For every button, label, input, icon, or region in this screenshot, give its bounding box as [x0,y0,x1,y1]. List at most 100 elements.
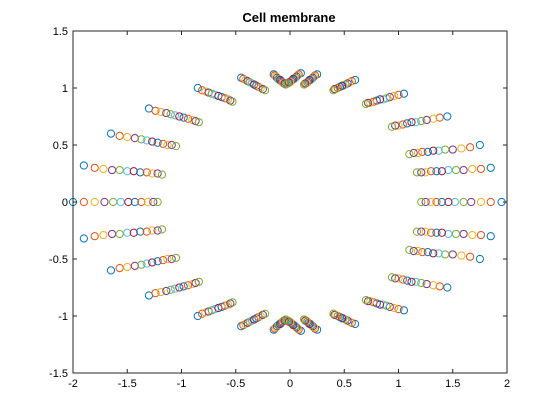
data-point [337,314,347,323]
data-point [100,197,109,207]
data-point [163,140,172,150]
data-point [335,82,345,91]
data-point [435,282,444,291]
data-point [247,79,257,88]
data-point [432,197,441,207]
data-point [468,230,477,240]
data-point [398,275,407,284]
data-point [79,234,88,243]
data-point [142,259,151,268]
data-point [345,78,354,87]
data-point [153,169,162,178]
data-point [347,77,356,86]
data-point [398,120,407,129]
data-point [79,161,88,170]
data-point [399,306,409,315]
data-point [247,316,257,325]
data-point [157,170,167,179]
y-tick-label: 1 [62,83,68,95]
data-point [260,309,270,318]
data-point [193,311,202,321]
data-point [115,264,124,273]
data-point [228,97,237,106]
data-point [347,318,356,327]
data-point [281,315,290,324]
y-tick-label: 0.5 [53,140,68,152]
data-point [156,107,165,117]
data-point [435,113,444,122]
data-point [409,148,418,158]
data-point [142,168,151,177]
data-point [124,197,133,207]
data-point [413,246,423,256]
data-point [175,283,184,292]
data-point [153,197,162,207]
x-tick-label: 0 [287,378,293,390]
y-tick-label: -1 [58,311,68,323]
data-point [158,139,168,148]
data-point [418,147,427,156]
data-point [475,254,484,264]
data-point [149,197,158,207]
data-point [224,95,233,104]
series-11 [149,78,430,326]
data-point [156,287,165,297]
data-point [115,229,124,239]
data-point [167,254,176,264]
data-point [157,225,167,234]
data-point [417,278,426,288]
data-point [151,289,160,298]
data-point [162,286,171,296]
data-point [418,248,427,257]
data-point [183,281,193,290]
data-point [175,112,184,121]
data-point [241,319,250,329]
data-point [441,250,450,259]
data-point [137,260,146,269]
data-point [130,134,139,143]
x-tick-label: -1 [177,378,187,390]
data-point [130,261,139,270]
data-point [123,228,132,237]
data-point [409,246,418,256]
data-point [417,197,426,207]
data-point [228,298,237,307]
data-point [394,274,403,283]
data-point [432,228,441,237]
data-point [394,305,403,314]
data-point [115,131,124,140]
data-point [167,140,176,150]
series-10 [143,78,436,326]
data-point [422,115,431,125]
data-point [417,168,426,177]
data-point [403,276,412,285]
data-point [194,277,203,286]
data-point [162,108,171,118]
data-point [407,118,416,127]
data-point [421,227,430,236]
data-point [148,169,157,178]
x-tick-label: 2 [504,378,510,390]
data-point [429,281,438,290]
data-point [466,252,475,261]
data-point [417,116,426,126]
data-point [405,150,414,159]
axes: -2 -1.5 -1 -0.5 0 0.5 1 1.5 2-1.5-1-0.500.511.5 [49,26,510,390]
data-point [387,122,397,131]
data-point [459,197,468,207]
data-point [129,228,138,237]
data-point [486,197,495,207]
data-point [390,91,399,101]
data-point [364,98,373,107]
data-point [90,163,99,172]
data-point [337,81,347,90]
data-point [429,146,438,155]
data-point [364,297,373,306]
data-point [280,79,289,88]
x-tick-label: -2 [68,378,78,390]
data-point [457,144,466,153]
data-point [443,283,452,292]
data-point [99,230,108,240]
data-point [243,77,252,86]
